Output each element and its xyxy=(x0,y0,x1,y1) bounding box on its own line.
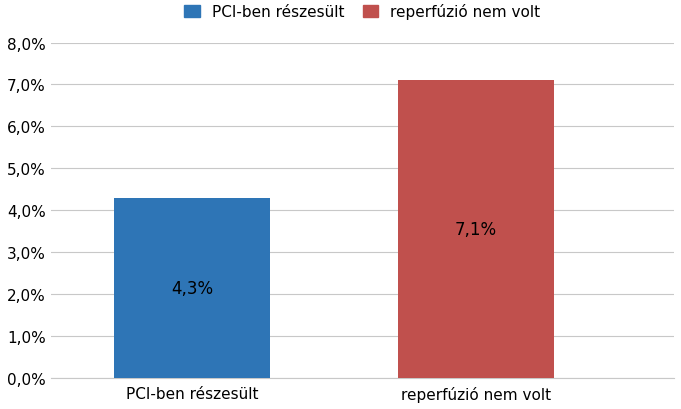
Bar xyxy=(398,81,554,378)
Text: 4,3%: 4,3% xyxy=(172,279,213,297)
Text: 7,1%: 7,1% xyxy=(455,220,496,238)
Bar xyxy=(114,198,270,378)
Legend: PCI-ben részesült, reperfúzió nem volt: PCI-ben részesült, reperfúzió nem volt xyxy=(185,4,540,20)
